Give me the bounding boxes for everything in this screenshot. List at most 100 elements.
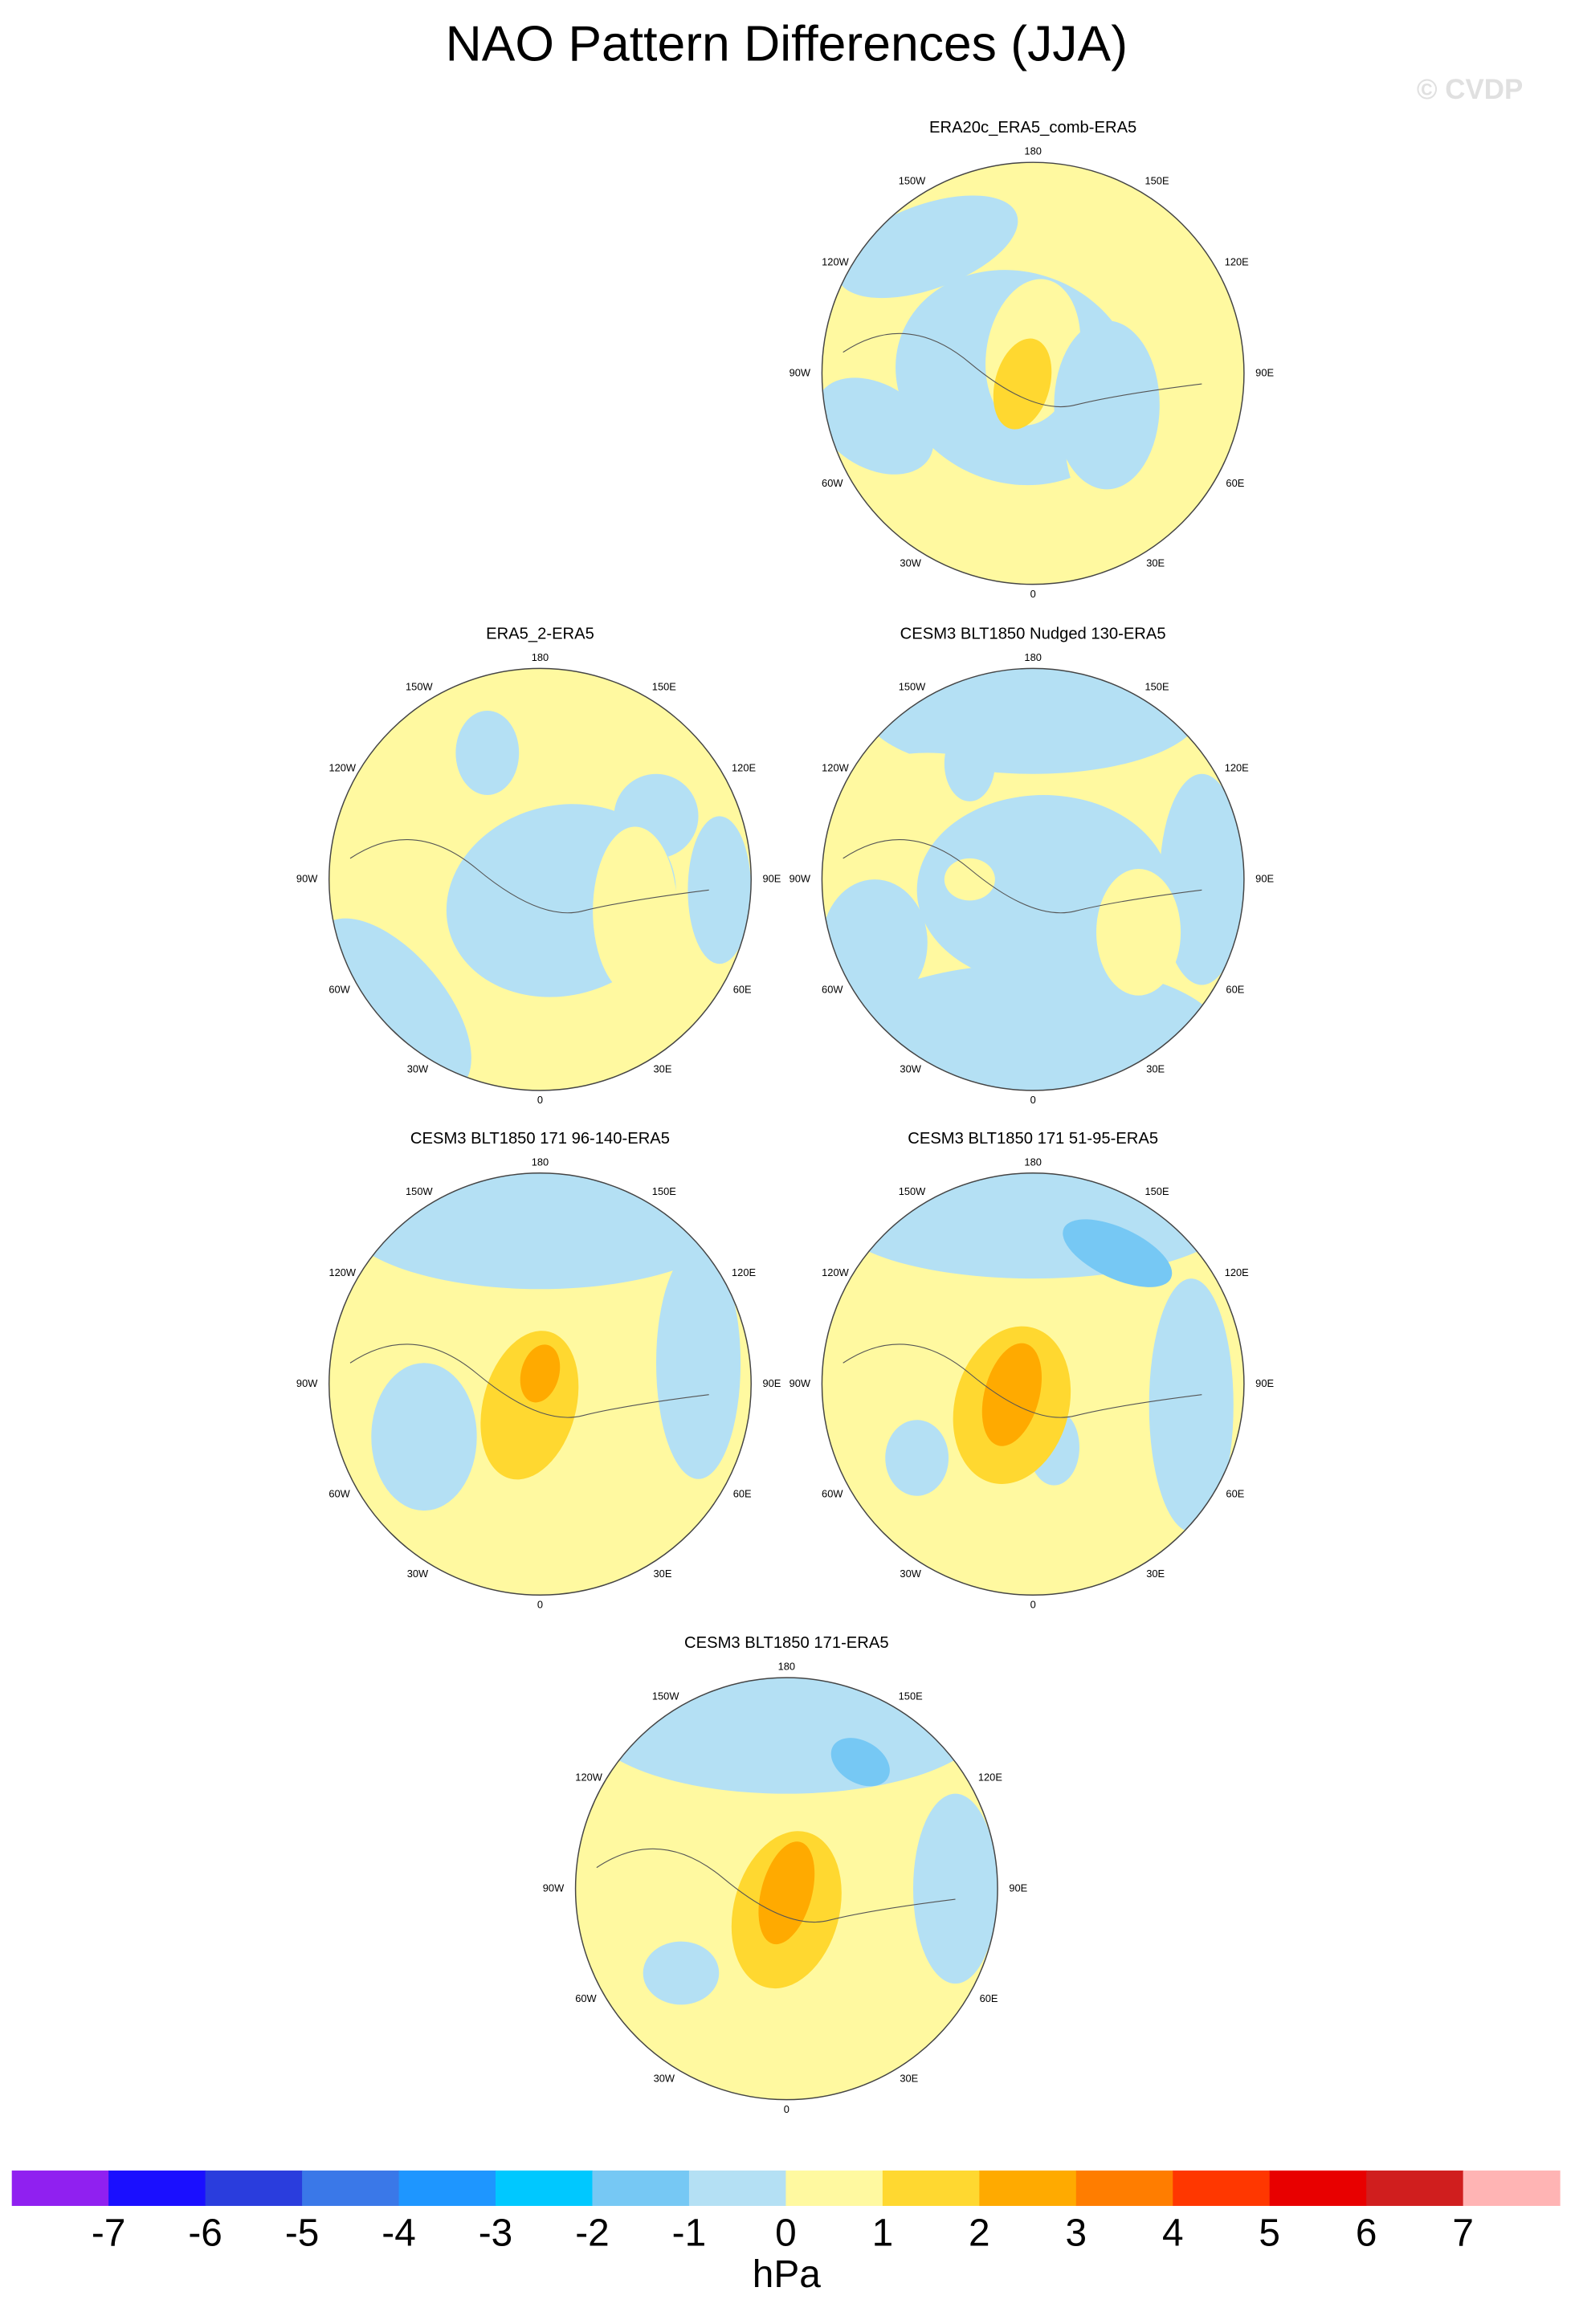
- anomaly-region: [912, 1793, 998, 1984]
- colorbar-box: [398, 2170, 496, 2206]
- colorbar-label: -2: [575, 2212, 609, 2254]
- longitude-label: 90E: [1009, 1882, 1027, 1894]
- colorbar-label: 5: [1259, 2212, 1280, 2254]
- coastline: [843, 332, 1202, 408]
- colorbar-label: -3: [479, 2212, 512, 2254]
- longitude-label: 120W: [328, 762, 356, 774]
- longitude-label: 150E: [1144, 174, 1169, 186]
- anomaly-region: [1054, 320, 1160, 490]
- anomaly-region: [758, 1841, 815, 1945]
- map-field: [328, 1172, 752, 1596]
- panel-title: CESM3 BLT1850 171 51-95-ERA5: [908, 1130, 1158, 1148]
- longitude-label: 0: [1030, 1599, 1036, 1611]
- longitude-label: 90W: [790, 873, 811, 885]
- anomaly-region: [1063, 1219, 1173, 1287]
- anomaly-region: [520, 1344, 561, 1403]
- longitude-label: 90W: [790, 1377, 811, 1389]
- map-panel: ERA5_2-ERA5 180 150E 120E 90E 60E 30E 0 30W 60W 90…: [296, 625, 781, 1106]
- longitude-label: 150E: [652, 1185, 676, 1197]
- longitude-label: 30W: [900, 1063, 921, 1075]
- colorbar-label: 6: [1356, 2212, 1377, 2254]
- colorbar-box: [496, 2170, 594, 2206]
- map-border: [328, 1172, 752, 1596]
- longitude-label: 120W: [822, 256, 849, 268]
- colorbar-box: [1269, 2170, 1367, 2206]
- longitude-label: 90E: [1255, 366, 1274, 378]
- longitude-label: 0: [784, 2103, 790, 2115]
- colorbar-label: -4: [381, 2212, 415, 2254]
- longitude-label: 120W: [575, 1771, 602, 1783]
- longitude-label: 30W: [900, 557, 921, 569]
- longitude-label: 120E: [1225, 256, 1249, 268]
- longitude-label: 30E: [1146, 1568, 1165, 1580]
- longitude-label: 30E: [1146, 1063, 1165, 1075]
- watermark: © CVDP: [1417, 74, 1523, 105]
- figure-title: NAO Pattern Differences (JJA): [446, 15, 1128, 71]
- colorbar-box: [592, 2170, 690, 2206]
- longitude-label: 120E: [732, 1266, 756, 1278]
- anomaly-region: [830, 1738, 890, 1787]
- longitude-label: 150E: [1144, 681, 1169, 693]
- map-field: [822, 1172, 1244, 1596]
- map-panel: ERA20c_ERA5_comb-ERA5 180 150E 120E 90E 60E 30…: [790, 119, 1275, 600]
- anomaly-region: [1096, 869, 1181, 996]
- anomaly-region: [593, 826, 678, 996]
- longitude-label: 90W: [543, 1882, 565, 1894]
- longitude-label: 30E: [1146, 557, 1165, 569]
- longitude-label: 30W: [654, 2072, 675, 2084]
- anomaly-region: [687, 816, 752, 964]
- longitude-label: 60E: [733, 983, 752, 995]
- colorbar-unit: hPa: [753, 2253, 821, 2296]
- longitude-label: 60E: [980, 1992, 998, 2004]
- anomaly-region: [1022, 173, 1170, 258]
- panel-title: ERA20c_ERA5_comb-ERA5: [929, 119, 1136, 137]
- longitude-label: 90E: [763, 1377, 781, 1389]
- panel-title: CESM3 BLT1850 171-ERA5: [684, 1634, 889, 1652]
- map-border: [574, 1677, 998, 2101]
- longitude-label: 150W: [899, 1185, 926, 1197]
- longitude-label: 60E: [733, 1488, 752, 1500]
- anomaly-region: [822, 879, 928, 1006]
- longitude-label: 180: [532, 1156, 549, 1168]
- anomaly-region: [1149, 1278, 1234, 1532]
- longitude-label: 30E: [654, 1568, 672, 1580]
- longitude-label: 150W: [406, 681, 433, 693]
- anomaly-region: [993, 338, 1052, 430]
- map-panel: CESM3 BLT1850 Nudged 130-ERA5 180 150E 120E…: [790, 625, 1275, 1106]
- anomaly-region: [328, 918, 471, 1091]
- anomaly-region: [643, 1941, 720, 2005]
- colorbar-label: 7: [1452, 2212, 1474, 2254]
- longitude-label: 30W: [407, 1568, 429, 1580]
- longitude-label: 0: [537, 1094, 543, 1106]
- longitude-label: 120E: [1225, 762, 1249, 774]
- colorbar-label: -1: [672, 2212, 706, 2254]
- map-border: [821, 161, 1245, 585]
- longitude-label: 150W: [899, 174, 926, 186]
- anomaly-region: [655, 1246, 741, 1479]
- map-border: [821, 1172, 1245, 1596]
- map-panel: CESM3 BLT1850 171 96-140-ERA5 180 150E 120E…: [296, 1130, 781, 1611]
- colorbar-box: [11, 2170, 109, 2206]
- anomaly-region: [822, 377, 934, 475]
- longitude-label: 150E: [1144, 1185, 1169, 1197]
- colorbar-box: [979, 2170, 1077, 2206]
- anomaly-region: [455, 710, 520, 796]
- map-panel: CESM3 BLT1850 171-ERA5 180 150E 120E 90E 60E 3…: [543, 1634, 1028, 2115]
- anomaly-region: [885, 1420, 949, 1496]
- longitude-label: 180: [778, 1661, 795, 1673]
- longitude-label: 60E: [1226, 477, 1244, 489]
- longitude-label: 180: [1024, 651, 1041, 663]
- colorbar-label: -5: [285, 2212, 319, 2254]
- coastline: [843, 838, 1202, 914]
- colorbar-box: [1366, 2170, 1464, 2206]
- longitude-label: 120E: [978, 1771, 1002, 1783]
- colorbar-label: 2: [969, 2212, 990, 2254]
- anomaly-region: [1159, 773, 1244, 985]
- longitude-label: 30E: [654, 1063, 672, 1075]
- longitude-label: 0: [537, 1599, 543, 1611]
- panel-title: CESM3 BLT1850 Nudged 130-ERA5: [900, 625, 1166, 642]
- map-field: [822, 668, 1244, 1091]
- longitude-label: 60W: [822, 983, 843, 995]
